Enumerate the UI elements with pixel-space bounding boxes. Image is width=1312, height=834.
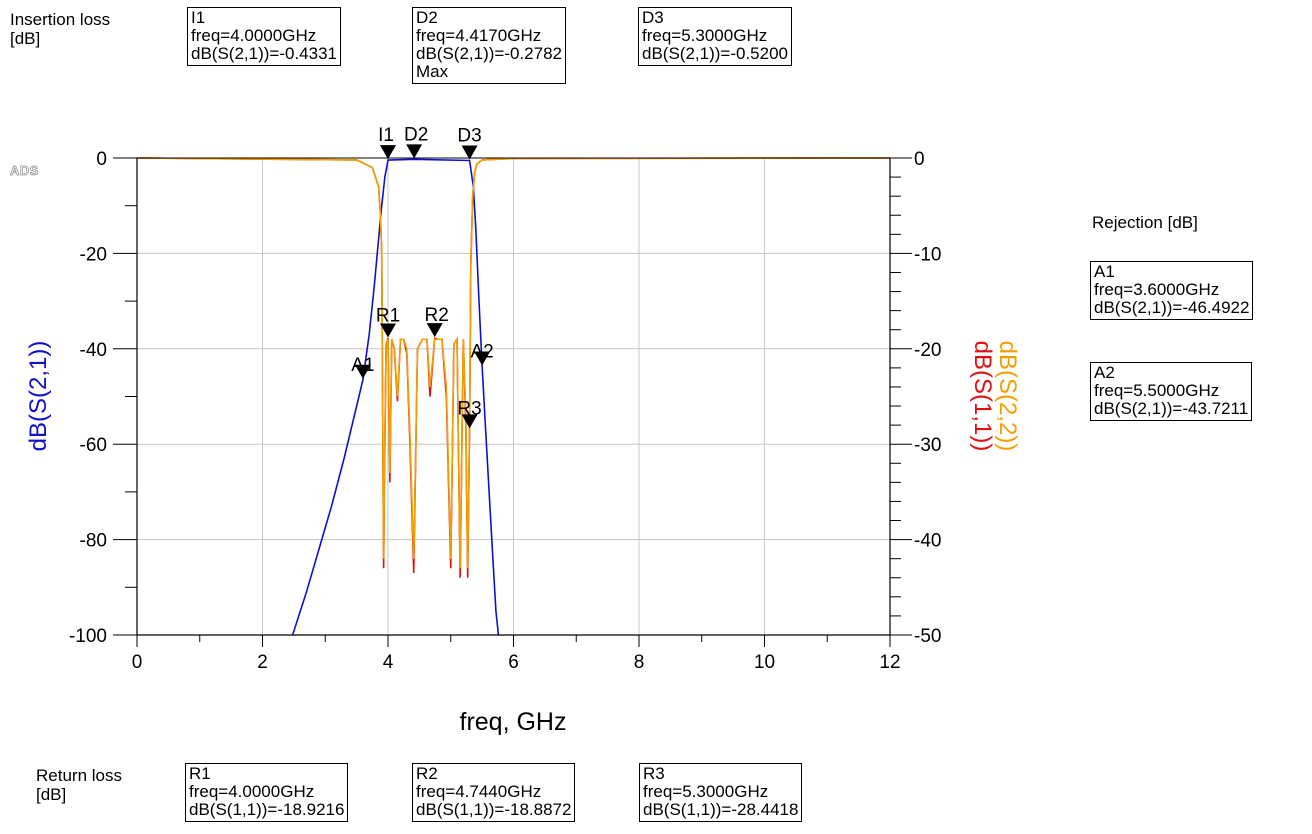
marker-label-a1: A1 (351, 355, 374, 376)
marker-triangle-r1 (380, 323, 396, 338)
grid-lines (137, 158, 890, 635)
series-line-db-s-2-1- (291, 158, 500, 635)
marker-readout-r3: R3 freq=5.3000GHz dB(S(1,1))=-28.4418 (639, 763, 803, 822)
y-right-tick-label: -20 (914, 340, 941, 361)
y-right-tick-label: -50 (914, 626, 941, 647)
marker-value: dB(S(2,1))=-0.5200 (642, 44, 788, 63)
marker-name: D3 (642, 8, 664, 27)
marker-freq: freq=5.5000GHz (1094, 381, 1220, 400)
marker-layer: I1 D2 D3 A1 A2 R1 R2 R3 (351, 124, 494, 429)
marker-readout-a1: A1 freq=3.6000GHz dB(S(2,1))=-46.4922 (1090, 261, 1254, 320)
marker-value: dB(S(1,1))=-28.4418 (643, 800, 799, 819)
marker-triangle-r3 (461, 414, 478, 429)
y-right-tick-label: -30 (914, 435, 941, 456)
rejection-label: Rejection [dB] (1092, 213, 1198, 232)
series-line-db-s-2-2- (137, 157, 890, 569)
marker-triangle-i1 (380, 145, 396, 160)
tick-labels: 0 2 4 6 8 10 12 0 -20 -40 -60 -80 -100 0 -10 -20 -30 -40 -… (69, 149, 942, 673)
marker-freq: freq=5.3000GHz (642, 26, 768, 45)
marker-extra: Max (416, 62, 449, 81)
y-right-axis-label-s11: dB(S(1,1)) (969, 341, 996, 452)
x-tick-label: 4 (383, 652, 394, 673)
marker-readout-r1: R1 freq=4.0000GHz dB(S(1,1))=-18.9216 (185, 763, 349, 822)
ads-watermark: ADS (10, 163, 39, 179)
marker-value: dB(S(2,1))=-46.4922 (1094, 298, 1250, 317)
y-left-tick-label: -60 (80, 435, 107, 456)
marker-triangle-r2 (426, 323, 443, 338)
y-left-tick-label: 0 (96, 149, 107, 170)
marker-readout-d2: D2 freq=4.4170GHz dB(S(2,1))=-0.2782 Max (412, 7, 566, 84)
y-right-tick-label: -40 (914, 531, 941, 552)
x-tick-label: 0 (132, 652, 143, 673)
marker-freq: freq=4.4170GHz (416, 26, 542, 45)
marker-freq: freq=4.7440GHz (416, 782, 542, 801)
x-tick-label: 6 (508, 652, 519, 673)
marker-label-i1: I1 (378, 125, 394, 146)
marker-triangle-d3 (461, 145, 478, 160)
y-left-tick-label: -100 (69, 626, 107, 647)
marker-label-r1: R1 (376, 306, 400, 327)
marker-triangle-a1 (354, 364, 371, 379)
marker-label-d3: D3 (457, 125, 481, 146)
marker-readout-a2: A2 freq=5.5000GHz dB(S(2,1))=-43.7211 (1090, 362, 1253, 421)
marker-name: D2 (416, 8, 438, 27)
y-right-tick-label: 0 (914, 149, 925, 170)
marker-label-r2: R2 (425, 305, 449, 326)
marker-value: dB(S(2,1))=-0.2782 (416, 44, 562, 63)
marker-readout-d3: D3 freq=5.3000GHz dB(S(2,1))=-0.5200 (638, 7, 792, 66)
x-tick-label: 2 (257, 652, 268, 673)
marker-triangle-d2 (406, 144, 423, 159)
marker-value: dB(S(1,1))=-18.9216 (189, 800, 345, 819)
marker-freq: freq=4.0000GHz (189, 782, 315, 801)
x-tick-label: 12 (879, 652, 900, 673)
marker-value: dB(S(1,1))=-18.8872 (416, 800, 572, 819)
marker-value: dB(S(2,1))=-0.4331 (191, 44, 337, 63)
x-axis-label: freq, GHz (460, 708, 567, 736)
series-layer (137, 157, 890, 635)
marker-name: R1 (189, 764, 211, 783)
marker-label-d2: D2 (404, 124, 428, 145)
marker-name: R3 (643, 764, 665, 783)
insertion-loss-label: Insertion loss [dB] (10, 10, 111, 48)
y-right-axis-label-s22: dB(S(2,2)) (994, 341, 1021, 452)
return-loss-label: Return loss [dB] (36, 766, 122, 804)
marker-label-a2: A2 (471, 342, 494, 363)
marker-freq: freq=3.6000GHz (1094, 280, 1220, 299)
marker-name: A2 (1094, 363, 1115, 382)
x-tick-label: 8 (634, 652, 645, 673)
x-tick-label: 10 (754, 652, 775, 673)
marker-readout-i1: I1 freq=4.0000GHz dB(S(2,1))=-0.4331 (187, 7, 341, 66)
marker-freq: freq=5.3000GHz (643, 782, 769, 801)
y-left-axis-label: dB(S(2,1)) (25, 341, 52, 452)
marker-freq: freq=4.0000GHz (191, 26, 317, 45)
marker-triangle-a2 (474, 351, 491, 366)
y-left-tick-label: -20 (80, 244, 107, 265)
marker-name: R2 (416, 764, 438, 783)
marker-value: dB(S(2,1))=-43.7211 (1094, 399, 1249, 418)
y-right-tick-label: -10 (914, 244, 941, 265)
plot-frame (113, 157, 912, 647)
marker-label-r3: R3 (457, 398, 481, 419)
y-left-tick-label: -80 (80, 531, 107, 552)
y-left-tick-label: -40 (80, 340, 107, 361)
marker-name: I1 (191, 8, 206, 27)
marker-readout-r2: R2 freq=4.7440GHz dB(S(1,1))=-18.8872 (412, 763, 576, 822)
marker-name: A1 (1094, 262, 1115, 281)
